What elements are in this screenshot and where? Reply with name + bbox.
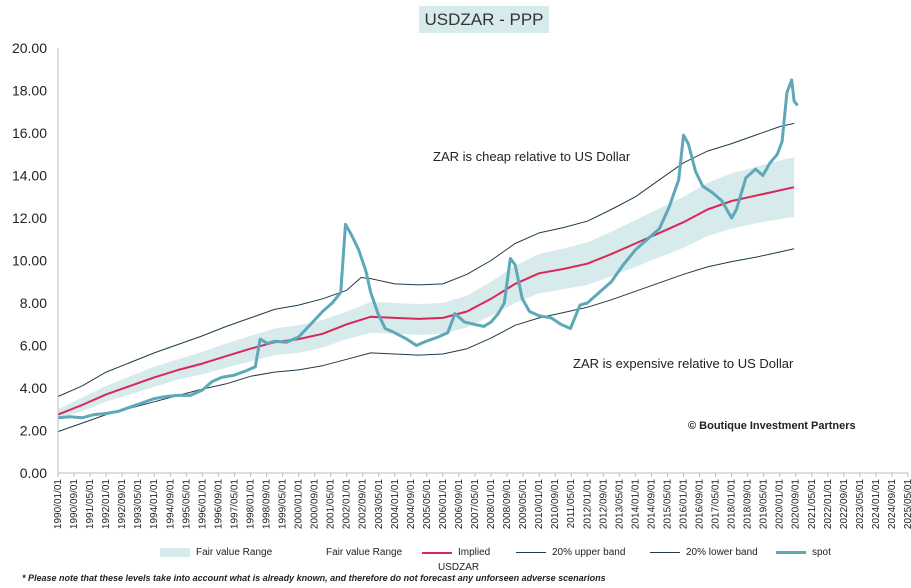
series-line-20-upper-band bbox=[57, 122, 795, 397]
legend-item-lower-band: 20% lower band bbox=[650, 547, 758, 558]
legend-label: Fair value Range bbox=[326, 547, 403, 558]
x-tick-label: 2009/05/01 bbox=[518, 479, 529, 529]
legend-swatch-implied bbox=[422, 551, 452, 554]
x-tick-label: 2000/01/01 bbox=[294, 479, 305, 529]
legend-item-fair-value-range: Fair value Range bbox=[160, 547, 272, 558]
x-tick-label: 2015/05/01 bbox=[662, 479, 673, 529]
y-tick-label: 4.00 bbox=[20, 380, 47, 396]
y-tick-label: 0.00 bbox=[20, 465, 47, 481]
annotation-expensive: ZAR is expensive relative to US Dollar bbox=[573, 356, 794, 371]
x-tick-label: 2001/05/01 bbox=[326, 479, 337, 529]
y-tick-label: 8.00 bbox=[20, 295, 47, 311]
x-tick-label: 2000/09/01 bbox=[310, 479, 321, 529]
x-tick-label: 2006/09/01 bbox=[454, 479, 465, 529]
series-line-spot bbox=[57, 78, 799, 420]
x-tick-label: 2012/09/01 bbox=[598, 479, 609, 529]
y-tick-label: 10.00 bbox=[12, 253, 47, 269]
y-tick-label: 18.00 bbox=[12, 83, 47, 99]
chart-title-text: USDZAR - PPP bbox=[424, 9, 544, 29]
legend-swatch-lower-band bbox=[650, 552, 680, 553]
legend-label: Fair value Range bbox=[196, 547, 273, 558]
x-tick-label: 1992/01/01 bbox=[101, 479, 112, 529]
x-tick-label: 1998/01/01 bbox=[245, 479, 256, 529]
x-tick-label: 2002/01/01 bbox=[342, 479, 353, 529]
x-tick-label: 2016/01/01 bbox=[678, 479, 689, 529]
x-tick-label: 2010/01/01 bbox=[534, 479, 545, 529]
x-tick-label: 2020/01/01 bbox=[775, 479, 786, 529]
x-tick-label: 2004/09/01 bbox=[406, 479, 417, 529]
x-tick-label: 2018/09/01 bbox=[743, 479, 754, 529]
copyright-notice: © Boutique Investment Partners bbox=[688, 420, 856, 432]
x-tick-label: 1997/05/01 bbox=[229, 479, 240, 529]
legend-swatch-spot bbox=[776, 551, 806, 554]
x-tick-label: 2018/01/01 bbox=[727, 479, 738, 529]
x-tick-label: 2012/01/01 bbox=[582, 479, 593, 529]
legend-item-implied: Implied bbox=[422, 547, 490, 558]
x-tick-label: 2003/05/01 bbox=[374, 479, 385, 529]
legend-item-fair-value-range-2: Fair value Range bbox=[326, 547, 402, 558]
x-tick-label: 2024/09/01 bbox=[887, 479, 898, 529]
annotation-cheap: ZAR is cheap relative to US Dollar bbox=[433, 149, 631, 164]
x-tick-label: 2004/01/01 bbox=[390, 479, 401, 529]
x-tick-label: 1996/09/01 bbox=[213, 479, 224, 529]
legend-swatch-upper-band bbox=[516, 552, 546, 553]
x-tick-label: 1993/05/01 bbox=[133, 479, 144, 529]
legend-label: 20% upper band bbox=[552, 547, 626, 558]
x-tick-label: 1996/01/01 bbox=[197, 479, 208, 529]
x-tick-label: 2005/05/01 bbox=[422, 479, 433, 529]
legend-label: 20% lower band bbox=[686, 547, 758, 558]
x-tick-label: 2002/09/01 bbox=[358, 479, 369, 529]
legend-item-spot: spot bbox=[776, 547, 831, 558]
x-tick-label: 2013/05/01 bbox=[614, 479, 625, 529]
y-tick-label: 16.00 bbox=[12, 125, 47, 141]
x-axis-title: USDZAR bbox=[438, 562, 480, 573]
x-tick-label: 2017/05/01 bbox=[711, 479, 722, 529]
x-tick-label: 2020/09/01 bbox=[791, 479, 802, 529]
x-tick-label: 2006/01/01 bbox=[438, 479, 449, 529]
footnote: * Please note that these levels take int… bbox=[22, 573, 606, 583]
x-tick-label: 1999/05/01 bbox=[278, 479, 289, 529]
x-tick-label: 2022/09/01 bbox=[839, 479, 850, 529]
x-tick-label: 1990/09/01 bbox=[69, 479, 80, 529]
x-tick-label: 2025/05/01 bbox=[903, 479, 911, 529]
fair-value-range-band bbox=[58, 157, 795, 419]
y-tick-label: 14.00 bbox=[12, 168, 47, 184]
x-tick-label: 2014/09/01 bbox=[646, 479, 657, 529]
x-tick-label: 1994/01/01 bbox=[149, 479, 160, 529]
y-tick-label: 20.00 bbox=[12, 40, 47, 56]
x-tick-label: 2016/09/01 bbox=[695, 479, 706, 529]
x-tick-label: 2007/05/01 bbox=[470, 479, 481, 529]
x-tick-label: 2019/05/01 bbox=[759, 479, 770, 529]
legend-label: Implied bbox=[458, 547, 491, 558]
x-tick-label: 2008/01/01 bbox=[486, 479, 497, 529]
x-tick-label: 1992/09/01 bbox=[117, 479, 128, 529]
x-tick-label: 2008/09/01 bbox=[502, 479, 513, 529]
x-tick-label: 2021/05/01 bbox=[807, 479, 818, 529]
x-tick-label: 1994/09/01 bbox=[165, 479, 176, 529]
series-line-implied bbox=[57, 186, 795, 416]
legend-label: spot bbox=[812, 547, 831, 558]
x-tick-label: 2011/05/01 bbox=[566, 479, 577, 529]
x-tick-label: 1998/09/01 bbox=[261, 479, 272, 529]
x-tick-label: 1991/05/01 bbox=[85, 479, 96, 529]
x-tick-label: 2010/09/01 bbox=[550, 479, 561, 529]
chart-title: USDZAR - PPP bbox=[419, 6, 549, 33]
y-tick-label: 2.00 bbox=[20, 423, 47, 439]
legend-swatch-fair-range-fill bbox=[160, 548, 190, 557]
x-tick-label: 2022/01/01 bbox=[823, 479, 834, 529]
y-tick-label: 12.00 bbox=[12, 210, 47, 226]
y-tick-label: 6.00 bbox=[20, 338, 47, 354]
x-tick-label: 2023/05/01 bbox=[855, 479, 866, 529]
legend-item-upper-band: 20% upper band bbox=[516, 547, 625, 558]
x-tick-label: 1995/05/01 bbox=[181, 479, 192, 529]
x-tick-label: 2014/01/01 bbox=[630, 479, 641, 529]
x-tick-label: 2024/01/01 bbox=[871, 479, 882, 529]
x-tick-label: 1990/01/01 bbox=[53, 479, 64, 529]
